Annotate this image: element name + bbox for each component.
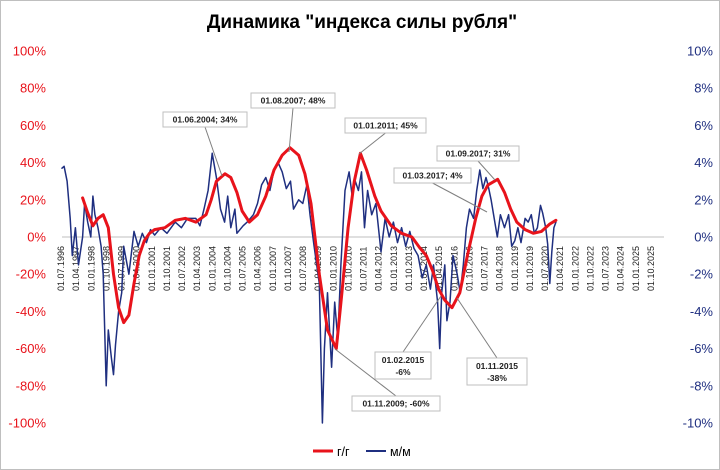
chart-title: Динамика "индекса силы рубля": [207, 12, 517, 33]
x-tick-label: 01.01.2001: [147, 246, 157, 291]
right-tick-label: -6%: [690, 341, 714, 356]
legend-label-mom: м/м: [390, 445, 411, 459]
x-tick-label: 01.07.1999: [117, 246, 127, 291]
annotation-box: [374, 351, 432, 380]
x-tick-label: 01.04.2012: [374, 246, 384, 291]
x-tick-label: 01.07.1996: [56, 246, 66, 291]
x-tick-label: 01.04.2021: [555, 246, 565, 291]
x-tick-label: 01.10.2013: [404, 246, 414, 291]
left-tick-label: -40%: [16, 304, 47, 319]
x-tick-label: 01.10.2004: [222, 246, 232, 291]
x-tick-label: 01.10.2007: [283, 246, 293, 291]
x-tick-label: 01.10.2025: [646, 246, 656, 291]
annotation-box: [436, 145, 520, 162]
right-tick-label: -2%: [690, 267, 714, 282]
annotation-leader: [204, 126, 223, 177]
x-tick-label: 01.04.2006: [253, 246, 263, 291]
annotation-leader: [477, 160, 496, 181]
annotation-box: [250, 92, 336, 109]
annotation-label: 01.08.2007; 48%: [261, 96, 326, 106]
annotation-leader: [456, 297, 498, 359]
annotation-label: 01.09.2017; 31%: [446, 149, 511, 159]
annotation-box: [466, 357, 528, 386]
x-tick-label: 01.01.2025: [631, 246, 641, 291]
annotation-leader: [402, 295, 442, 353]
annotation-label: 01.02.2015: [382, 355, 425, 365]
right-tick-label: 6%: [694, 118, 713, 133]
annotation-box: [393, 167, 472, 184]
x-tick-label: 01.10.1998: [101, 246, 111, 291]
x-tick-label: 01.07.2023: [601, 246, 611, 291]
x-tick-label: 01.10.2019: [525, 246, 535, 291]
right-tick-label: 0%: [694, 230, 713, 245]
x-tick-label: 01.07.2017: [480, 246, 490, 291]
x-tick-label: 01.01.2010: [328, 246, 338, 291]
x-tick-label: 01.04.2015: [434, 246, 444, 291]
left-tick-label: 20%: [20, 192, 46, 207]
x-tick-label: 01.07.2002: [177, 246, 187, 291]
annotation-leader: [334, 348, 397, 397]
x-tick-label: 01.01.2016: [449, 246, 459, 291]
annotation-label: 01.01.2011; 45%: [353, 121, 418, 131]
x-tick-label: 01.01.2019: [510, 246, 520, 291]
x-tick-label: 01.07.2005: [238, 246, 248, 291]
annotation-box: [162, 111, 248, 128]
annotation-label: 01.11.2015: [476, 361, 518, 371]
right-tick-label: 8%: [694, 81, 713, 96]
x-tick-label: 01.04.1997: [71, 246, 81, 291]
annotation-leader: [288, 107, 294, 153]
x-tick-label: 01.01.2004: [207, 246, 217, 291]
x-tick-label: 01.04.2018: [495, 246, 505, 291]
x-tick-label: 01.07.2008: [298, 246, 308, 291]
left-tick-label: 60%: [20, 118, 46, 133]
x-tick-label: 01.01.2013: [389, 246, 399, 291]
left-tick-label: -100%: [8, 416, 46, 431]
x-tick-label: 01.07.2014: [419, 246, 429, 291]
annotation-value: -6%: [395, 367, 411, 377]
x-tick-label: 01.10.2016: [464, 246, 474, 291]
left-tick-label: 80%: [20, 81, 46, 96]
x-tick-label: 01.04.2024: [616, 246, 626, 291]
left-tick-label: -80%: [16, 378, 47, 393]
annotation-box: [351, 395, 441, 412]
plot-area: [61, 146, 558, 424]
x-tick-label: 01.07.2020: [540, 246, 550, 291]
annotation-label: 01.03.2017; 4%: [402, 171, 462, 181]
annotation-label: 01.11.2009; -60%: [362, 399, 430, 409]
legend: г/г м/м: [313, 445, 411, 459]
right-tick-label: -10%: [683, 416, 714, 431]
right-tick-label: 10%: [687, 44, 713, 59]
left-axis: 100% 80% 60% 40% 20% 0% -20% -40% -60% -80% -100%: [8, 44, 46, 431]
annotation-value: -38%: [487, 373, 507, 383]
annotation-box: [344, 117, 427, 134]
right-tick-label: -8%: [690, 378, 714, 393]
annotation-leader: [358, 132, 386, 155]
right-tick-label: -4%: [690, 304, 714, 319]
annotation-label: 01.06.2004; 34%: [173, 115, 238, 125]
annotation-leader: [432, 182, 488, 213]
left-tick-label: 40%: [20, 155, 46, 170]
right-axis: 10% 8% 6% 4% 2% 0% -2% -4% -6% -8% -10%: [683, 44, 714, 431]
series-line-yoy: [81, 146, 558, 351]
x-tick-label: 01.04.2003: [192, 246, 202, 291]
left-tick-label: -20%: [16, 267, 47, 282]
x-axis: 01.07.1996 01.04.1997 01.01.1998 01.10.1998…: [56, 246, 656, 291]
x-tick-label: 01.10.2010: [343, 246, 353, 291]
right-tick-label: 2%: [694, 192, 713, 207]
left-tick-label: 100%: [13, 44, 47, 59]
legend-label-yoy: г/г: [337, 445, 350, 459]
x-tick-label: 01.01.2007: [268, 246, 278, 291]
left-tick-label: -60%: [16, 341, 47, 356]
x-tick-label: 01.10.2001: [162, 246, 172, 291]
x-tick-label: 01.01.1998: [86, 246, 96, 291]
right-tick-label: 4%: [694, 155, 713, 170]
x-tick-label: 01.01.2022: [570, 246, 580, 291]
left-tick-label: 0%: [27, 230, 46, 245]
x-tick-label: 01.07.2011: [359, 247, 369, 291]
annotations: 01.06.2004; 34% 01.08.2007; 48% 01.01.2011…: [162, 92, 528, 412]
x-tick-label: 01.10.2022: [585, 246, 595, 291]
